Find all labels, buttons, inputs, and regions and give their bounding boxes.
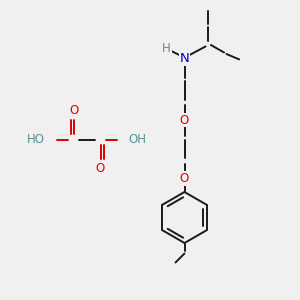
Text: O: O	[96, 162, 105, 175]
Text: OH: OH	[129, 133, 147, 146]
Text: H: H	[162, 41, 171, 55]
Text: O: O	[180, 172, 189, 185]
Text: N: N	[180, 52, 189, 65]
Text: O: O	[69, 104, 78, 117]
Text: HO: HO	[27, 133, 45, 146]
Text: O: O	[180, 113, 189, 127]
